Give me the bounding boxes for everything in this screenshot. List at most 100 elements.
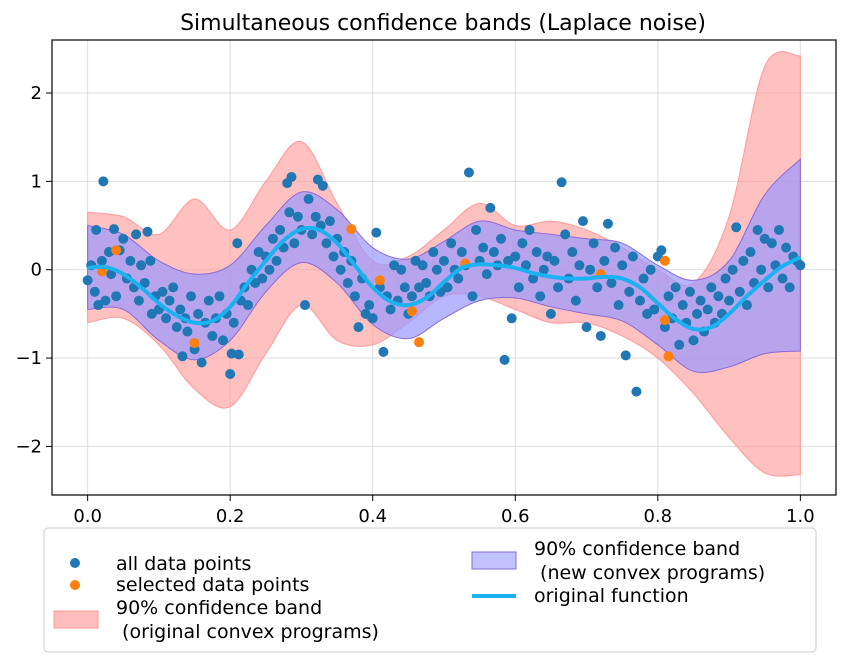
data-point xyxy=(193,308,204,319)
data-point xyxy=(175,304,186,315)
data-point xyxy=(228,317,239,328)
data-point xyxy=(446,238,457,249)
data-point xyxy=(620,350,631,361)
data-point xyxy=(524,224,535,235)
data-point xyxy=(567,247,578,258)
data-point xyxy=(182,326,193,337)
data-point xyxy=(218,335,229,346)
data-point xyxy=(168,282,179,293)
data-point xyxy=(531,247,542,258)
plot-area: 0.0 0.2 0.4 0.6 0.8 1.0 −2 −1 0 1 2 xyxy=(15,39,837,527)
data-point xyxy=(439,255,449,266)
legend: all data points selected data points 90%… xyxy=(43,527,817,653)
data-point xyxy=(670,282,681,293)
data-point xyxy=(96,255,107,266)
data-point xyxy=(649,304,660,315)
y-axis-ticks: −2 −1 0 1 2 xyxy=(15,83,52,457)
data-point xyxy=(82,275,93,286)
data-point xyxy=(631,386,642,397)
legend-label-band-new-line1: 90% confidence band xyxy=(534,538,740,560)
data-point xyxy=(706,282,717,293)
data-point xyxy=(321,238,332,249)
data-point xyxy=(136,260,147,271)
data-point xyxy=(481,269,492,280)
data-point xyxy=(131,229,142,240)
x-tick-label: 0.4 xyxy=(358,506,387,527)
data-point xyxy=(538,264,549,275)
data-point xyxy=(692,308,703,319)
data-point xyxy=(142,226,153,237)
data-point xyxy=(232,238,243,249)
data-point xyxy=(335,264,346,275)
data-point xyxy=(353,322,364,333)
data-point xyxy=(385,304,396,315)
data-point xyxy=(89,286,100,297)
selected-data-point xyxy=(374,275,385,286)
data-point xyxy=(781,242,792,253)
data-point xyxy=(656,245,667,256)
data-point xyxy=(595,330,606,341)
data-point xyxy=(414,282,425,293)
data-point xyxy=(111,291,122,302)
data-point xyxy=(161,313,172,324)
data-point xyxy=(364,300,375,311)
data-point xyxy=(317,180,328,191)
data-point xyxy=(367,313,378,324)
legend-label-band-original-line2: (original convex programs) xyxy=(116,621,379,643)
data-point xyxy=(499,354,510,365)
data-point xyxy=(267,233,278,244)
data-point xyxy=(196,357,207,368)
data-point xyxy=(577,216,588,227)
data-point xyxy=(549,255,560,266)
data-point xyxy=(738,255,749,266)
data-point xyxy=(556,177,567,188)
selected-data-point xyxy=(659,315,670,326)
x-tick-label: 1.0 xyxy=(786,506,815,527)
legend-marker-selected-points xyxy=(70,580,80,590)
data-point xyxy=(752,224,763,235)
selected-data-points xyxy=(96,224,674,362)
data-point xyxy=(617,260,628,271)
data-point xyxy=(520,260,531,271)
selected-data-point xyxy=(659,255,670,266)
selected-data-point xyxy=(96,266,107,277)
data-point xyxy=(307,229,318,240)
data-point xyxy=(784,282,795,293)
data-point xyxy=(410,255,421,266)
data-point xyxy=(406,291,417,302)
data-point xyxy=(727,264,738,275)
data-point xyxy=(674,339,685,350)
x-axis-ticks: 0.0 0.2 0.4 0.6 0.8 1.0 xyxy=(73,495,815,527)
selected-data-point xyxy=(663,351,674,362)
legend-label-selected-points: selected data points xyxy=(116,574,309,596)
data-point xyxy=(624,286,635,297)
data-point xyxy=(264,264,275,275)
data-point xyxy=(421,277,432,288)
y-tick-label: 0 xyxy=(31,260,42,281)
data-point xyxy=(109,224,120,235)
data-point xyxy=(250,277,261,288)
data-point xyxy=(763,282,774,293)
data-point xyxy=(795,260,806,271)
y-tick-label: −2 xyxy=(15,436,42,457)
data-point xyxy=(100,295,111,306)
data-point xyxy=(164,295,175,306)
legend-swatch-band-original xyxy=(53,610,99,629)
data-point xyxy=(91,224,102,235)
data-point xyxy=(106,269,117,280)
data-point xyxy=(257,273,268,284)
data-point xyxy=(456,247,467,258)
data-point xyxy=(599,255,610,266)
data-point xyxy=(513,282,524,293)
data-point xyxy=(471,224,482,235)
data-point xyxy=(328,251,339,262)
data-point xyxy=(588,238,599,249)
data-point xyxy=(545,308,556,319)
data-point xyxy=(638,273,649,284)
data-point xyxy=(275,224,286,235)
data-point xyxy=(303,194,314,205)
data-point xyxy=(286,171,297,182)
selected-data-point xyxy=(406,306,417,317)
data-point xyxy=(635,295,645,306)
x-tick-label: 0.2 xyxy=(216,506,245,527)
